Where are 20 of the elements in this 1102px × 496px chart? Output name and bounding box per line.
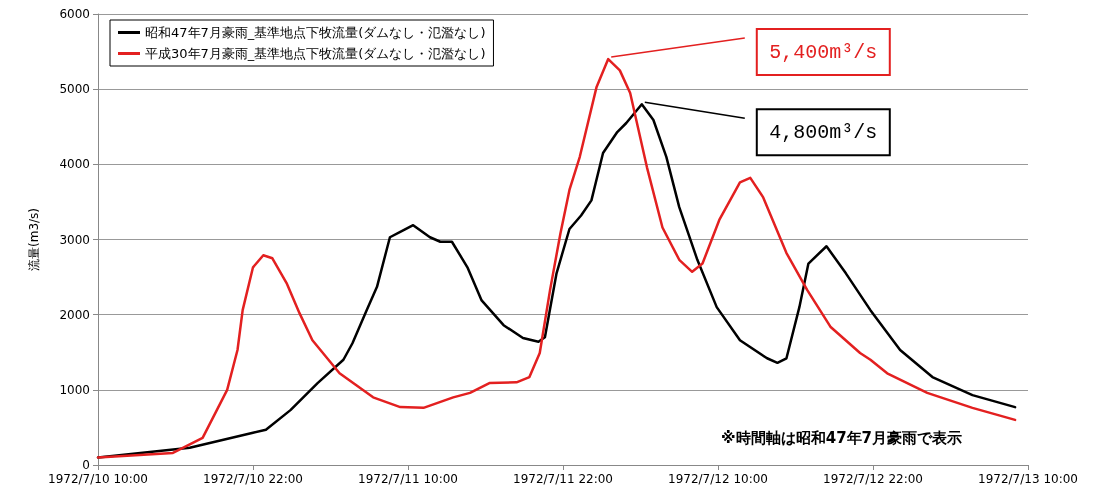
x-tick-label: 1972/7/10 22:00 bbox=[203, 472, 303, 486]
y-tick-label: 6000 bbox=[59, 7, 90, 21]
x-tick-label: 1972/7/11 22:00 bbox=[513, 472, 613, 486]
x-tick-label: 1972/7/10 10:00 bbox=[48, 472, 148, 486]
y-tick-label: 0 bbox=[82, 458, 90, 472]
y-tick-label: 1000 bbox=[59, 382, 90, 397]
x-tick-label: 1972/7/11 10:00 bbox=[358, 472, 458, 486]
y-tick-label: 4000 bbox=[59, 157, 90, 172]
annotation: 4,800m³/s bbox=[769, 120, 878, 144]
x-tick-label: 1972/7/13 10:00 bbox=[978, 472, 1078, 486]
y-axis-title: 流量(m3/s) bbox=[27, 208, 41, 271]
y-tick-label: 2000 bbox=[59, 307, 90, 322]
annotation: 5,400m³/s bbox=[769, 40, 878, 64]
annotation: ※時間軸は昭和47年7月豪雨で表示 bbox=[721, 428, 963, 447]
y-tick-label: 5000 bbox=[59, 82, 90, 97]
x-tick-label: 1972/7/12 10:00 bbox=[668, 472, 768, 486]
x-tick-label: 1972/7/12 22:00 bbox=[823, 472, 923, 486]
legend-label: 昭和47年7月豪雨_基準地点下牧流量(ダムなし・氾濫なし) bbox=[145, 25, 486, 40]
legend-label: 平成30年7月豪雨_基準地点下牧流量(ダムなし・氾濫なし) bbox=[145, 46, 486, 61]
y-tick-label: 3000 bbox=[59, 232, 90, 247]
